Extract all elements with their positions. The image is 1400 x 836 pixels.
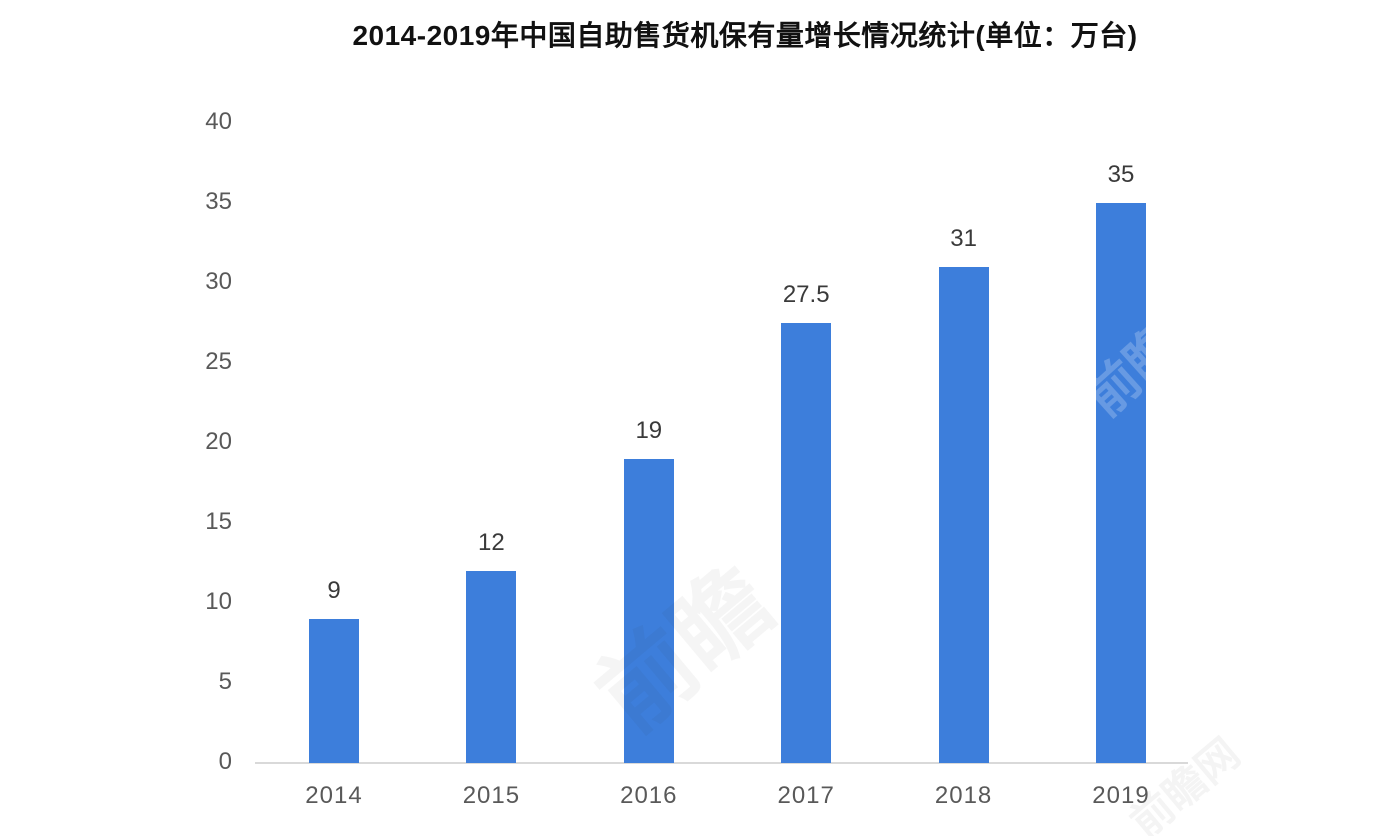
x-tick-label-2014: 2014: [305, 782, 363, 809]
value-label-2019: 35: [1107, 161, 1135, 188]
value-label-2017: 27.5: [782, 281, 830, 308]
y-tick-label-0: 0: [218, 748, 232, 775]
bar-2019: [1096, 203, 1146, 763]
value-label-2015: 12: [478, 529, 505, 556]
y-tick-label-35: 35: [205, 188, 232, 215]
y-tick-label-15: 15: [205, 508, 232, 535]
y-tick-label-10: 10: [205, 588, 232, 615]
bar-2017: [781, 323, 832, 763]
x-tick-label-2016: 2016: [620, 782, 678, 809]
x-tick-label-2019: 2019: [1092, 782, 1150, 809]
x-tick-label-2018: 2018: [934, 782, 993, 809]
y-tick-label-5: 5: [218, 668, 232, 695]
x-tick-label-2017: 2017: [777, 782, 835, 809]
chart-title: 2014-2019年中国自助售货机保有量增长情况统计(单位：万台): [352, 20, 1138, 51]
bar-2015: [466, 571, 517, 763]
y-tick-label-30: 30: [205, 268, 232, 295]
y-tick-label-20: 20: [205, 428, 232, 455]
value-label-2016: 19: [635, 417, 663, 444]
value-label-2018: 31: [950, 225, 977, 252]
watermark-center: 前瞻: [578, 548, 793, 752]
y-tick-label-25: 25: [205, 348, 232, 375]
bar-2014: [309, 619, 359, 763]
value-label-2014: 9: [327, 577, 341, 604]
x-tick-label-2015: 2015: [462, 782, 521, 809]
x-axis-line: [255, 762, 1188, 764]
y-tick-label-40: 40: [205, 108, 232, 135]
bar-2016: [623, 459, 674, 763]
bar-2018: [938, 267, 989, 763]
